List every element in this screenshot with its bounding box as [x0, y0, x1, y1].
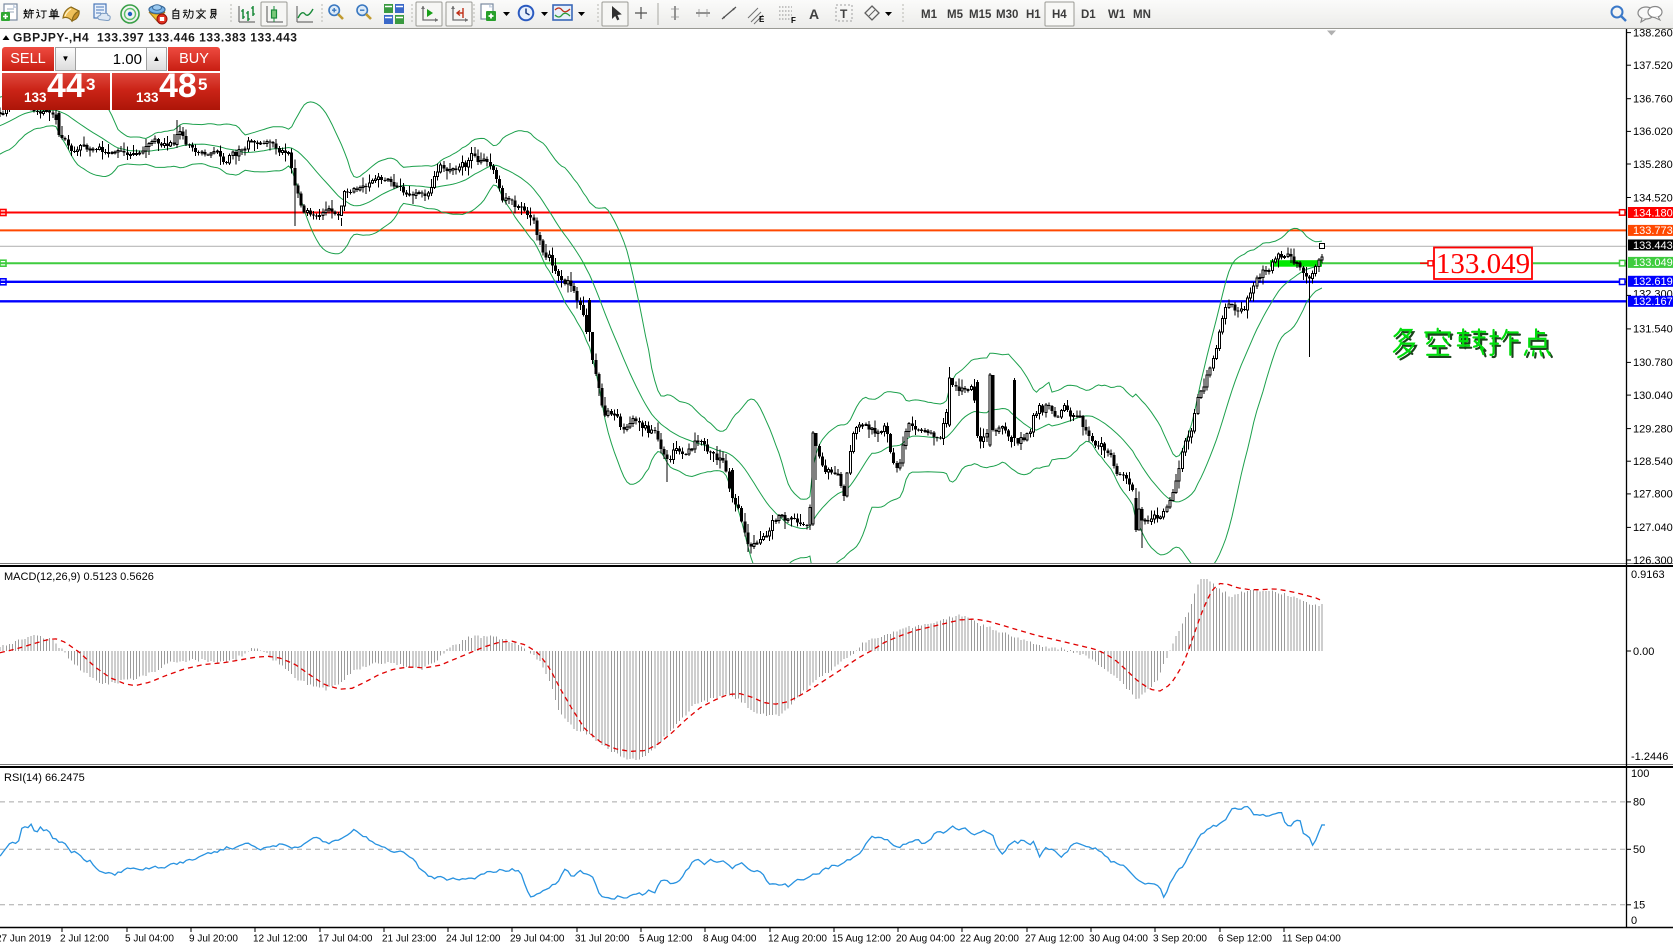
svg-text:0.9163: 0.9163	[1631, 569, 1665, 581]
svg-text:138.260: 138.260	[1633, 29, 1673, 39]
svg-text:MN: MN	[1133, 9, 1151, 21]
svg-text:15 Aug 12:00: 15 Aug 12:00	[832, 934, 891, 945]
svg-text:24 Jul 12:00: 24 Jul 12:00	[446, 934, 501, 945]
svg-text:0.00: 0.00	[1633, 646, 1654, 658]
svg-text:132.167: 132.167	[1633, 296, 1673, 308]
svg-text:80: 80	[1633, 797, 1645, 809]
svg-text:M15: M15	[969, 9, 992, 21]
svg-text:MACD(12,26,9) 0.5123 0.5626: MACD(12,26,9) 0.5123 0.5626	[4, 571, 154, 583]
svg-text:M5: M5	[947, 9, 964, 21]
svg-text:21 Jul 23:00: 21 Jul 23:00	[382, 934, 437, 945]
svg-text:130.040: 130.040	[1633, 390, 1673, 402]
svg-text:A: A	[809, 6, 819, 22]
svg-text:2 Jul 12:00: 2 Jul 12:00	[60, 934, 109, 945]
svg-text:127.800: 127.800	[1633, 489, 1673, 501]
svg-text:129.280: 129.280	[1633, 423, 1673, 435]
svg-text:M30: M30	[996, 9, 1018, 21]
svg-text:12 Aug 20:00: 12 Aug 20:00	[768, 934, 827, 945]
svg-text:17 Jul 04:00: 17 Jul 04:00	[318, 934, 373, 945]
svg-text:132.619: 132.619	[1633, 276, 1673, 288]
svg-text:E: E	[759, 15, 765, 24]
svg-text:100: 100	[1631, 768, 1649, 780]
svg-text:133.773: 133.773	[1633, 225, 1673, 237]
svg-text:27 Jun 2019: 27 Jun 2019	[0, 934, 51, 945]
svg-text:136.020: 136.020	[1633, 126, 1673, 138]
svg-text:T: T	[840, 7, 848, 21]
svg-text:31 Jul 20:00: 31 Jul 20:00	[575, 934, 630, 945]
svg-text:135.280: 135.280	[1633, 159, 1673, 171]
svg-text:6 Sep 12:00: 6 Sep 12:00	[1218, 934, 1272, 945]
svg-text:11 Sep 04:00: 11 Sep 04:00	[1282, 934, 1341, 945]
svg-text:D1: D1	[1081, 9, 1096, 21]
svg-text:RSI(14) 66.2475: RSI(14) 66.2475	[4, 772, 85, 784]
svg-text:0: 0	[1631, 915, 1637, 927]
svg-text:9 Jul 20:00: 9 Jul 20:00	[189, 934, 238, 945]
svg-text:137.520: 137.520	[1633, 60, 1673, 72]
svg-text:136.760: 136.760	[1633, 94, 1673, 106]
svg-text:133.443: 133.443	[1633, 240, 1673, 252]
svg-text:133.049: 133.049	[1633, 257, 1673, 269]
svg-text:8 Aug 04:00: 8 Aug 04:00	[703, 934, 757, 945]
svg-text:3 Sep 20:00: 3 Sep 20:00	[1153, 934, 1207, 945]
svg-text:GBPJPY-,H4 133.397 133.446 13: GBPJPY-,H4 133.397 133.446 133.383 133.4…	[13, 31, 298, 45]
svg-text:126.300: 126.300	[1633, 555, 1673, 567]
svg-text:133.049: 133.049	[1436, 248, 1530, 280]
svg-text:15: 15	[1633, 900, 1645, 912]
svg-text:134.180: 134.180	[1633, 207, 1673, 219]
svg-text:134.520: 134.520	[1633, 192, 1673, 204]
svg-text:5 Jul 04:00: 5 Jul 04:00	[125, 934, 174, 945]
svg-text:20 Aug 04:00: 20 Aug 04:00	[896, 934, 955, 945]
svg-text:F: F	[791, 16, 796, 25]
svg-text:M1: M1	[921, 9, 938, 21]
svg-text:27 Aug 12:00: 27 Aug 12:00	[1025, 934, 1084, 945]
svg-text:128.540: 128.540	[1633, 456, 1673, 468]
svg-text:-1.2446: -1.2446	[1631, 751, 1668, 763]
svg-text:5 Aug 12:00: 5 Aug 12:00	[639, 934, 693, 945]
svg-text:12 Jul 12:00: 12 Jul 12:00	[253, 934, 308, 945]
svg-text:127.040: 127.040	[1633, 522, 1673, 534]
svg-text:W1: W1	[1108, 9, 1126, 21]
svg-text:22 Aug 20:00: 22 Aug 20:00	[960, 934, 1019, 945]
svg-text:50: 50	[1633, 844, 1645, 856]
svg-text:30 Aug 04:00: 30 Aug 04:00	[1089, 934, 1148, 945]
svg-text:130.780: 130.780	[1633, 357, 1673, 369]
svg-text:H4: H4	[1052, 9, 1067, 21]
svg-text:131.540: 131.540	[1633, 324, 1673, 336]
svg-text:29 Jul 04:00: 29 Jul 04:00	[510, 934, 565, 945]
svg-text:H1: H1	[1026, 9, 1041, 21]
